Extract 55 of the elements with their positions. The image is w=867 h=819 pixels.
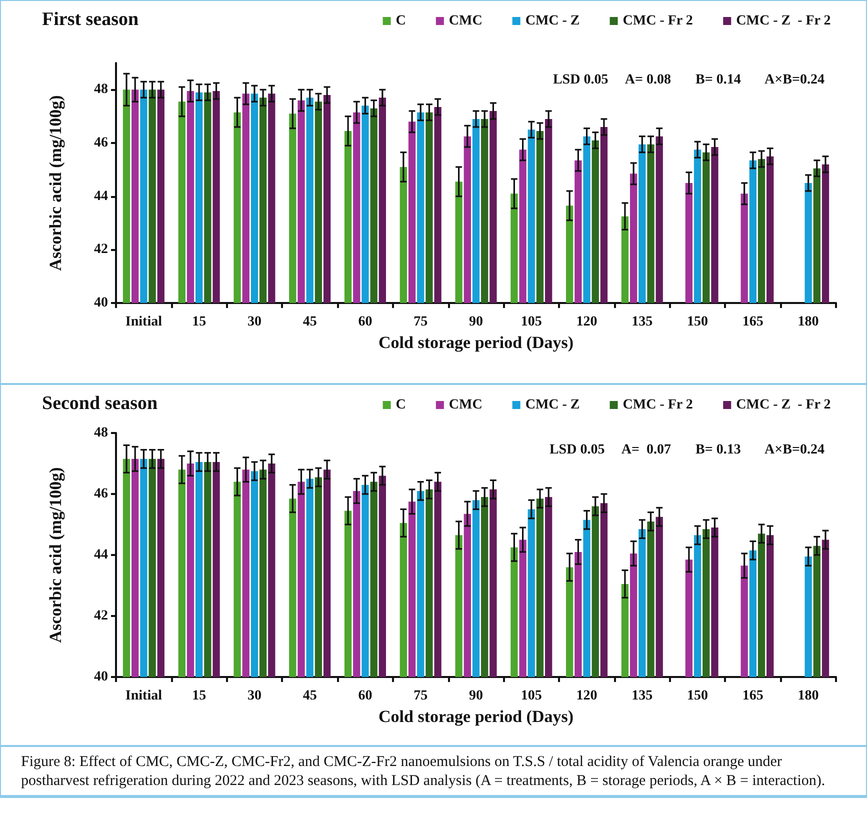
x-tick-label: 165 [742, 688, 764, 704]
x-tick-label: 15 [192, 688, 206, 704]
x-tick-label: 180 [798, 688, 819, 704]
legend-label: CMC [448, 14, 482, 28]
legend-label: CMC - Z [525, 14, 580, 28]
x-tick-label: 30 [247, 314, 262, 330]
y-tick-label: 42 [94, 242, 108, 258]
y-tick-label: 40 [94, 670, 108, 684]
legend-label: C [396, 14, 406, 28]
legend-label: CMC - Z [525, 398, 580, 412]
x-tick-label: Initial [125, 314, 162, 330]
y-tick-label: 44 [94, 188, 108, 204]
legend-label: CMC [448, 398, 482, 412]
y-tick-label: 44 [94, 548, 108, 562]
x-tick-label: 165 [742, 314, 764, 330]
x-tick-label: 105 [520, 314, 542, 330]
y-tick-label: 46 [94, 136, 108, 150]
y-tick-label: 46 [94, 486, 108, 502]
legend-label: CMC - Fr 2 [622, 398, 693, 412]
x-tick-label: 150 [687, 688, 708, 704]
x-tick-label: 135 [632, 314, 653, 330]
y-tick-label: 42 [94, 608, 108, 624]
y-axis-title: Ascorbic acid (mg/100g) [46, 467, 65, 643]
x-tick-label: 120 [576, 314, 598, 330]
annotation: LSD 0.05 A= 0.08 B= 0.14 A×B=0.24 [552, 72, 824, 88]
y-tick-label: 40 [94, 296, 108, 310]
y-tick-label: 48 [94, 426, 108, 440]
legend-label: CMC - Z - Fr 2 [736, 398, 831, 412]
x-tick-label: Initial [125, 688, 162, 704]
legend-label: CMC - Z - Fr 2 [736, 14, 831, 28]
x-tick-label: 60 [358, 314, 372, 330]
x-tick-label: 180 [798, 314, 819, 330]
y-axis-title: Ascorbic acid (mg/100g) [46, 95, 65, 271]
x-tick-label: 105 [520, 688, 542, 704]
x-axis-title: Cold storage period (Days) [378, 706, 574, 726]
x-tick-label: 45 [302, 314, 317, 330]
x-tick-label: 30 [247, 688, 262, 704]
x-tick-label: 90 [469, 314, 483, 330]
x-tick-label: 135 [632, 688, 653, 704]
caption: Figure 8: Effect of CMC, CMC-Z, CMC-Fr2, and CMC-Z-Fr2 nanoemulsions on T.S.S / total acidity of Valencia orange under postharvest refrigeration during 2022 and 2023 seasons, with LSD analysis (A = treatments, B = storage periods, A × B = interaction). [1, 745, 866, 795]
legend-label: CMC - Fr 2 [622, 14, 693, 28]
chart-title: Second season [42, 393, 158, 414]
x-tick-label: 75 [414, 688, 428, 704]
x-tick-label: 15 [192, 314, 206, 330]
x-axis-title: Cold storage period (Days) [378, 332, 574, 352]
x-tick-label: 60 [358, 688, 372, 704]
x-tick-label: 150 [687, 314, 708, 330]
x-tick-label: 120 [576, 688, 598, 704]
legend-label: C [396, 398, 406, 412]
y-tick-label: 48 [94, 82, 108, 98]
x-tick-label: 45 [302, 688, 317, 704]
x-tick-label: 90 [469, 688, 483, 704]
chart-title: First season [42, 9, 140, 30]
annotation: LSD 0.05 A= 0.07 B= 0.13 A×B=0.24 [549, 442, 824, 458]
x-tick-label: 75 [414, 314, 428, 330]
